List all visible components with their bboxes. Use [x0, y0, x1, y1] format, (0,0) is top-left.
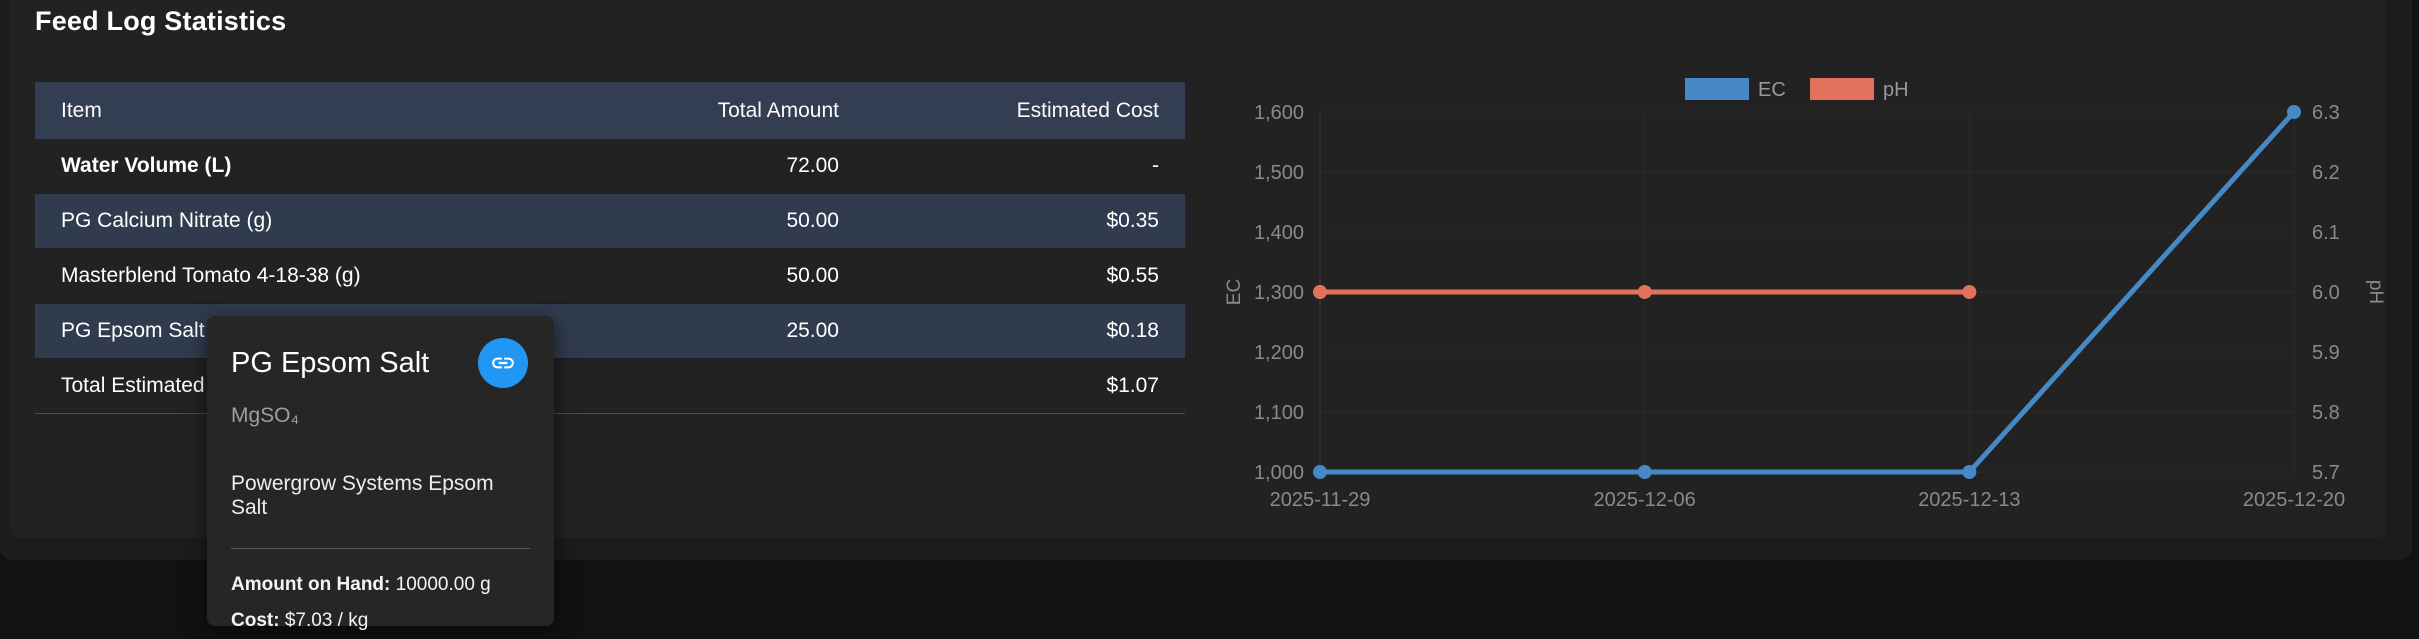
- link-icon: [492, 357, 514, 369]
- left-axis-tick: 1,100: [1254, 402, 1304, 424]
- data-point-ec[interactable]: [2287, 105, 2301, 119]
- table-row[interactable]: Water Volume (L) 72.00 -: [35, 139, 1185, 194]
- series-line-ec: [1317, 109, 2297, 475]
- data-point-ec[interactable]: [1962, 465, 1977, 479]
- legend-label-ph: pH: [1883, 79, 1909, 101]
- feed-chart: 1,000 1,100 1,200 1,300 1,400 1,500 1,600 5.7 5.…: [1224, 78, 2386, 511]
- column-header-item: Item: [35, 82, 595, 139]
- tooltip-cost-line: Cost: $7.03 / kg: [231, 603, 530, 639]
- right-axis-title: pH: [2365, 280, 2386, 304]
- tooltip-title: PG Epsom Salt: [231, 346, 430, 379]
- tooltip-formula: MgSO₄: [231, 404, 300, 427]
- stats-panel: Feed Log Statistics Item Total Amount Es…: [0, 0, 2412, 560]
- x-axis-tick: 2025-12-13: [1918, 489, 2020, 511]
- item-cell: Water Volume (L): [61, 154, 232, 177]
- item-cell: Masterblend Tomato 4-18-38 (g): [61, 264, 361, 287]
- left-axis-tick: 1,000: [1254, 462, 1304, 484]
- cost-cell: $0.55: [1106, 264, 1159, 287]
- legend-swatch-ec[interactable]: [1685, 78, 1749, 100]
- right-axis-tick: 5.8: [2312, 402, 2340, 424]
- right-axis-tick: 6.2: [2312, 162, 2340, 184]
- amount-cell: [595, 359, 865, 414]
- tooltip-amount-label: Amount on Hand:: [231, 574, 391, 595]
- right-axis-tick: 6.0: [2312, 282, 2340, 304]
- table-header-row: Item Total Amount Estimated Cost: [35, 82, 1185, 139]
- left-axis-tick: 1,200: [1254, 342, 1304, 364]
- right-axis-tick: 6.1: [2312, 222, 2340, 244]
- left-axis-tick: 1,300: [1254, 282, 1304, 304]
- cost-cell: $1.07: [1106, 374, 1159, 397]
- amount-cell: 50.00: [786, 264, 839, 287]
- cost-cell: -: [1152, 154, 1159, 177]
- left-axis-tick: 1,500: [1254, 162, 1304, 184]
- left-axis-title: EC: [1224, 279, 1245, 305]
- cost-cell: $0.35: [1106, 209, 1159, 232]
- right-axis-tick: 5.9: [2312, 342, 2340, 364]
- x-axis-tick: 2025-12-20: [2243, 489, 2345, 511]
- item-cell: PG Calcium Nitrate (g): [61, 209, 273, 232]
- cost-cell: $0.18: [1106, 319, 1159, 342]
- item-tooltip: PG Epsom Salt MgSO₄ Powergrow Systems Ep…: [207, 316, 554, 631]
- table-row[interactable]: Masterblend Tomato 4-18-38 (g) 50.00 $0.55: [35, 249, 1185, 304]
- data-point-ec[interactable]: [1637, 465, 1652, 479]
- x-axis-tick: 2025-11-29: [1270, 489, 1371, 511]
- tooltip-cost-value: $7.03 / kg: [284, 610, 369, 632]
- data-point-ec[interactable]: [1313, 465, 1327, 479]
- table-row[interactable]: Total Estimated Cost $1.07: [35, 359, 1185, 414]
- amount-cell: 50.00: [786, 209, 839, 232]
- right-axis-tick: 5.7: [2312, 462, 2340, 484]
- data-point-ph[interactable]: [1313, 285, 1327, 299]
- left-axis-tick: 1,400: [1254, 222, 1304, 244]
- tooltip-cost-label: Cost:: [231, 610, 280, 632]
- tooltip-product: Powergrow Systems Epsom Salt: [231, 472, 494, 519]
- link-button[interactable]: [478, 338, 528, 388]
- item-cell: PG Epsom Salt (g): [61, 319, 237, 342]
- amount-cell: 72.00: [786, 154, 839, 177]
- left-axis-tick: 1,600: [1254, 102, 1304, 124]
- data-point-ph[interactable]: [1962, 285, 1977, 299]
- table-row[interactable]: PG Calcium Nitrate (g) 50.00 $0.35: [35, 193, 1185, 249]
- page-title: Feed Log Statistics: [35, 6, 287, 36]
- column-header-total-amount: Total Amount: [595, 82, 865, 139]
- legend-label-ec: EC: [1758, 79, 1786, 101]
- data-point-ph[interactable]: [1637, 285, 1652, 299]
- tooltip-amount-line: Amount on Hand: 10000.00 g: [231, 567, 530, 603]
- tooltip-info: Amount on Hand: 10000.00 g Cost: $7.03 /…: [231, 567, 530, 639]
- tooltip-divider: [231, 548, 530, 549]
- tooltip-amount-value: 10000.00 g: [395, 574, 491, 595]
- amount-cell: 25.00: [786, 319, 839, 342]
- x-axis-tick: 2025-12-06: [1594, 489, 1696, 511]
- right-axis-tick: 6.3: [2312, 102, 2340, 124]
- legend-swatch-ph[interactable]: [1810, 78, 1874, 100]
- column-header-estimated-cost: Estimated Cost: [865, 82, 1185, 139]
- tooltip-header: PG Epsom Salt: [231, 338, 530, 388]
- item-cell: Total Estimated Cost: [61, 374, 254, 397]
